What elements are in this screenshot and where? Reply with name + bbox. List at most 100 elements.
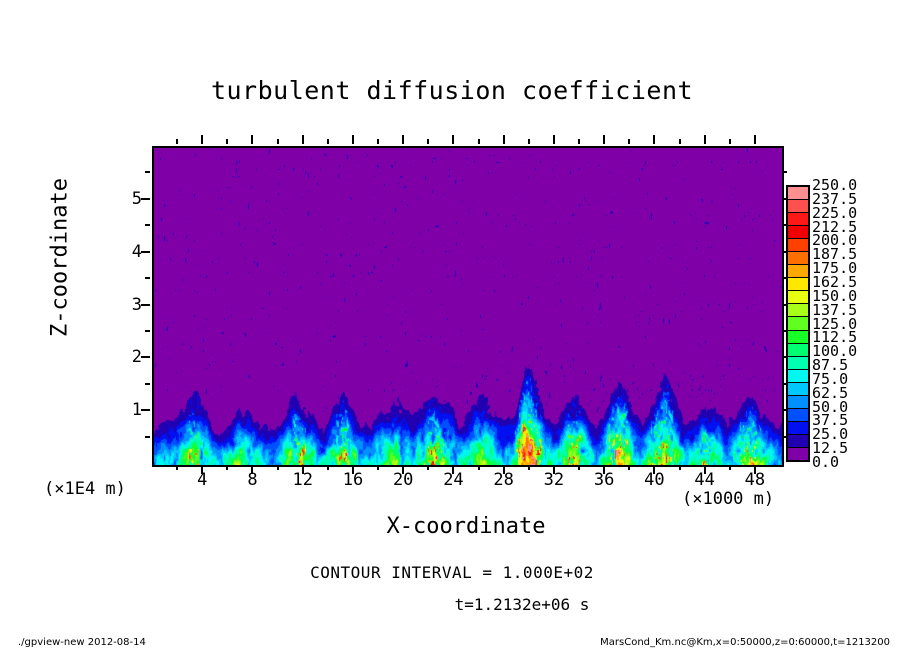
x-tick-24 [452,465,455,474]
y-axis-title: Z-coordinate [47,178,73,337]
heatmap-plot-area [152,146,784,467]
y-tick-right-4.5 [782,224,787,227]
footer-dataset: MarsCond_Km.nc@Km,x=0:50000,z=0:60000,t=… [600,637,890,648]
y-tick-label-4: 4 [131,241,142,262]
x-tick-label-16: 16 [342,470,364,490]
y-tick-label-1: 1 [131,400,142,421]
x-tick-12 [301,465,304,474]
y-tick-right-1.5 [782,382,787,385]
x-tick-40 [653,465,656,474]
contour-interval-note: CONTOUR INTERVAL = 1.000E+02 [310,563,594,582]
x-tick-label-36: 36 [593,470,615,490]
y-tick-1.5 [145,382,150,385]
x-tick-8 [251,465,254,474]
x-tick-top-12 [301,135,304,144]
colorbar-label-125-0: 125.0 [812,314,858,333]
x-tick-26 [477,465,480,470]
colorbar-band-2 [788,213,808,227]
x-tick-42 [678,465,681,470]
x-tick-label-20: 20 [392,470,414,490]
colorbar-label-62-5: 62.5 [812,383,849,402]
x-tick-label-24: 24 [443,470,464,490]
x-tick-top-40 [653,135,656,144]
page-title: turbulent diffusion coefficient [210,76,694,105]
colorbar-band-6 [788,265,808,279]
x-tick-top-8 [251,135,254,144]
y-tick-label-5: 5 [131,188,142,209]
x-tick-46 [728,465,731,470]
x-tick-top-34 [578,139,581,144]
colorbar-label-37-5: 37.5 [812,411,849,430]
y-tick-2.5 [145,329,150,332]
x-tick-top-42 [678,139,681,144]
colorbar-label-75-0: 75.0 [812,369,849,388]
colorbar-band-5 [788,252,808,266]
colorbar-label-137-5: 137.5 [812,300,858,319]
y-tick-4.5 [145,224,150,227]
colorbar-band-17 [788,408,808,422]
y-tick-5.5 [145,171,150,174]
colorbar-band-14 [788,369,808,383]
x-tick-top-4 [201,135,204,144]
colorbar [786,185,810,462]
x-tick-top-2 [176,139,179,144]
x-tick-top-38 [628,139,631,144]
colorbar-band-12 [788,343,808,357]
turbulent-diffusion-field [154,148,782,465]
x-tick-28 [502,465,505,474]
colorbar-band-19 [788,434,808,448]
x-tick-label-48: 48 [744,470,766,490]
colorbar-band-1 [788,200,808,214]
x-tick-top-32 [552,135,555,144]
y-tick-3 [141,303,150,306]
y-tick-3.5 [145,277,150,280]
colorbar-band-7 [788,278,808,292]
x-tick-top-24 [452,135,455,144]
x-tick-top-6 [226,139,229,144]
x-tick-16 [351,465,354,474]
x-tick-label-12: 12 [292,470,313,490]
colorbar-band-10 [788,317,808,331]
colorbar-label-25-0: 25.0 [812,425,849,444]
colorbar-band-15 [788,382,808,396]
x-tick-36 [603,465,606,474]
x-axis-unit-left: (×1E4 m) [44,479,126,499]
colorbar-band-9 [788,304,808,318]
x-tick-label-32: 32 [543,470,565,490]
x-tick-22 [427,465,430,470]
x-tick-6 [226,465,229,470]
y-tick-2 [141,356,150,359]
y-tick-1 [141,409,150,412]
x-tick-18 [377,465,380,470]
x-tick-34 [578,465,581,470]
x-tick-2 [176,465,179,470]
x-tick-top-16 [351,135,354,144]
colorbar-band-20 [788,447,808,460]
colorbar-label-50-0: 50.0 [812,397,849,416]
timestamp-note: t=1.2132e+06 s [454,595,590,614]
colorbar-label-175-0: 175.0 [812,259,858,278]
colorbar-label-200-0: 200.0 [812,231,858,250]
colorbar-label-150-0: 150.0 [812,286,858,305]
colorbar-label-12-5: 12.5 [812,439,849,458]
colorbar-label-162-5: 162.5 [812,272,858,291]
y-tick-right-3.5 [782,277,787,280]
colorbar-label-250-0: 250.0 [812,176,858,194]
y-tick-label-3: 3 [131,294,142,315]
x-tick-top-30 [527,139,530,144]
x-tick-4 [201,465,204,474]
colorbar-tick-labels: 250.0 237.5 225.0 212.5 200.0 187.5 175.0 162.5… [812,176,892,470]
y-tick-right-0.5 [782,435,787,438]
x-tick-label-40: 40 [644,470,665,490]
x-tick-top-10 [276,139,279,144]
colorbar-band-8 [788,291,808,305]
x-tick-top-22 [427,139,430,144]
colorbar-label-237-5: 237.5 [812,189,858,208]
colorbar-band-18 [788,421,808,435]
colorbar-label-212-5: 212.5 [812,217,858,236]
x-tick-48 [753,465,756,474]
y-tick-4 [141,250,150,253]
x-tick-top-26 [477,139,480,144]
colorbar-label-100-0: 100.0 [812,342,858,361]
